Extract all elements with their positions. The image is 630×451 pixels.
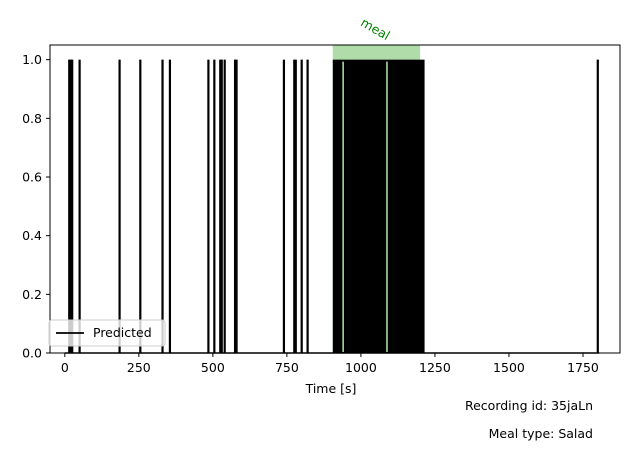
x-tick-label-3: 750 <box>275 360 299 375</box>
y-tick-label-5: 1.0 <box>22 52 42 67</box>
y-tick-label-4: 0.8 <box>22 111 42 126</box>
x-tick-label-7: 1750 <box>567 360 599 375</box>
x-tick-label-2: 500 <box>201 360 225 375</box>
y-tick-label-2: 0.4 <box>22 228 42 243</box>
axes-frame <box>49 44 621 354</box>
plot-layer: meal <box>64 15 600 354</box>
y-tick-label-3: 0.6 <box>22 170 42 185</box>
ticks-layer: 0 250 500 750 1000 1250 1500 1750 0.0 0.2 0.4 0.6 0.… <box>22 44 621 375</box>
y-tick-label-1: 0.2 <box>22 287 42 302</box>
meal-span-label-0: meal <box>358 15 392 43</box>
legend: Predicted <box>48 319 166 347</box>
legend-box <box>48 319 166 347</box>
x-tick-label-0: 0 <box>61 360 69 375</box>
x-tick-label-6: 1500 <box>493 360 525 375</box>
x-tick-label-1: 250 <box>127 360 151 375</box>
x-tick-label-4: 1000 <box>345 360 377 375</box>
recording-id-caption: Recording id: 35jaLn <box>464 398 593 413</box>
predicted-dense-region <box>332 59 425 354</box>
x-tick-label-5: 1250 <box>419 360 451 375</box>
meal-type-caption: Meal type: Salad <box>488 426 593 441</box>
legend-label-predicted: Predicted <box>93 325 152 340</box>
x-axis-label: Time [s] <box>305 381 357 396</box>
y-tick-label-0: 0.0 <box>22 346 42 361</box>
